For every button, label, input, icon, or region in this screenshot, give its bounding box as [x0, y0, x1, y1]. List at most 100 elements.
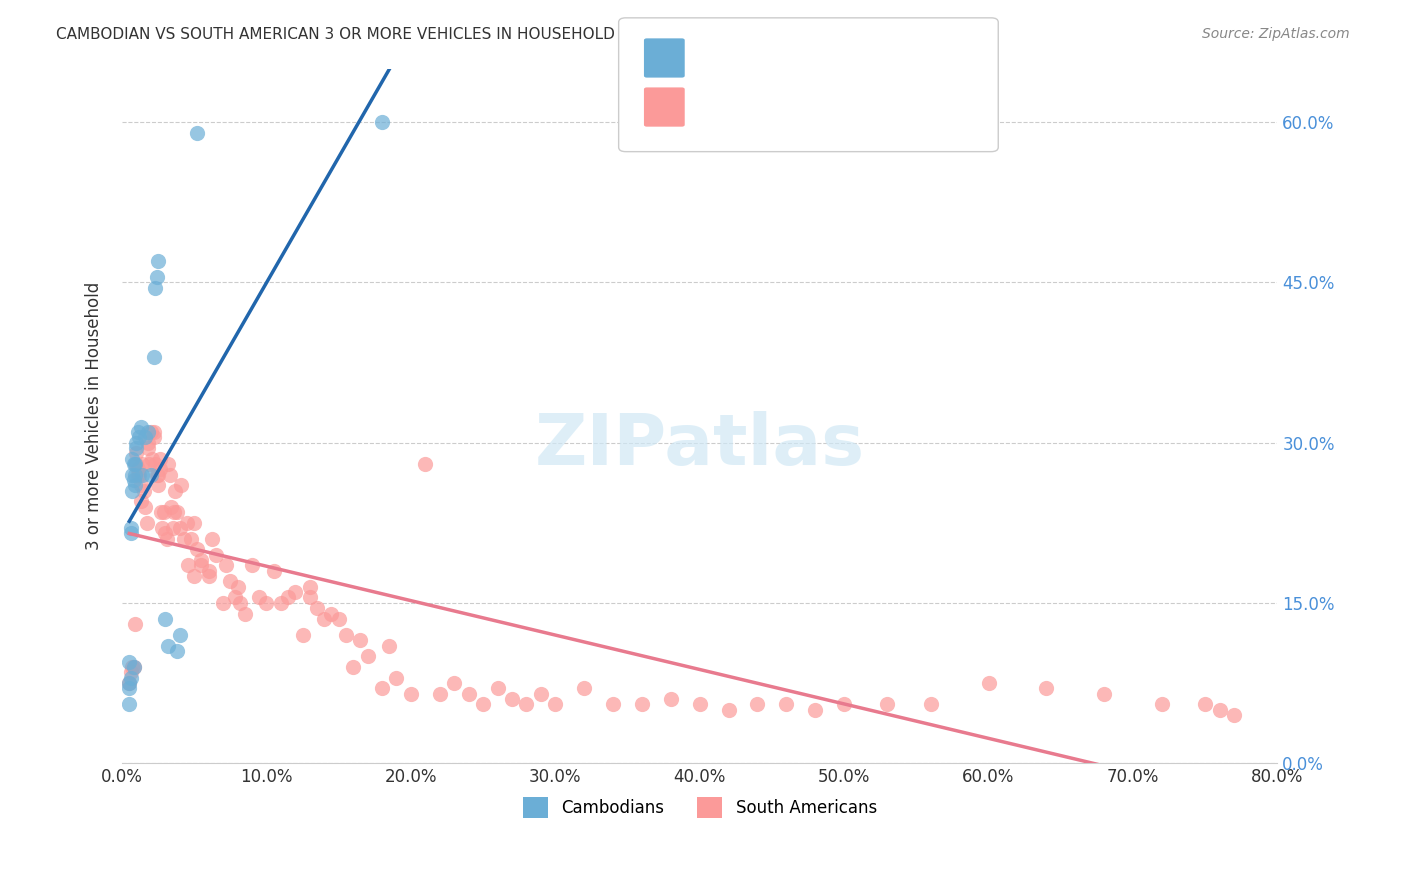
- Text: CAMBODIAN VS SOUTH AMERICAN 3 OR MORE VEHICLES IN HOUSEHOLD CORRELATION CHART: CAMBODIAN VS SOUTH AMERICAN 3 OR MORE VE…: [56, 27, 785, 42]
- Point: [121, 467, 143, 482]
- Point: [120, 671, 142, 685]
- Point: [145, 467, 167, 482]
- Point: [134, 430, 156, 444]
- Point: [122, 660, 145, 674]
- Point: [155, 526, 177, 541]
- Point: [139, 467, 162, 482]
- Text: N =: N =: [792, 45, 831, 63]
- Point: [659, 692, 682, 706]
- Point: [1092, 687, 1115, 701]
- Point: [1150, 698, 1173, 712]
- Point: [371, 115, 394, 129]
- Point: [150, 505, 173, 519]
- Point: [129, 419, 152, 434]
- Point: [146, 253, 169, 268]
- Point: [747, 698, 769, 712]
- Point: [162, 521, 184, 535]
- Point: [486, 681, 509, 696]
- Point: [128, 430, 150, 444]
- Point: [170, 478, 193, 492]
- Text: 0.600: 0.600: [731, 45, 787, 63]
- Point: [429, 687, 451, 701]
- Point: [183, 516, 205, 530]
- Point: [142, 430, 165, 444]
- Point: [602, 698, 624, 712]
- Point: [342, 660, 364, 674]
- Point: [143, 280, 166, 294]
- Point: [177, 558, 200, 573]
- Point: [233, 607, 256, 621]
- Point: [212, 596, 235, 610]
- Point: [121, 451, 143, 466]
- Point: [247, 591, 270, 605]
- Point: [121, 660, 143, 674]
- Point: [143, 457, 166, 471]
- Point: [457, 687, 479, 701]
- Point: [159, 467, 181, 482]
- Point: [328, 612, 350, 626]
- Point: [298, 591, 321, 605]
- Point: [146, 467, 169, 482]
- Point: [142, 350, 165, 364]
- Point: [183, 569, 205, 583]
- Y-axis label: 3 or more Vehicles in Household: 3 or more Vehicles in Household: [86, 282, 103, 550]
- Point: [141, 451, 163, 466]
- Point: [378, 639, 401, 653]
- Point: [572, 681, 595, 696]
- Point: [157, 639, 180, 653]
- Point: [415, 457, 437, 471]
- Point: [173, 532, 195, 546]
- Point: [399, 687, 422, 701]
- Point: [804, 703, 827, 717]
- Point: [205, 548, 228, 562]
- Point: [200, 532, 222, 546]
- Point: [134, 500, 156, 514]
- Text: ZIPatlas: ZIPatlas: [534, 411, 865, 481]
- Point: [125, 457, 148, 471]
- Point: [298, 580, 321, 594]
- Point: [136, 435, 159, 450]
- Text: Source: ZipAtlas.com: Source: ZipAtlas.com: [1202, 27, 1350, 41]
- Point: [142, 425, 165, 439]
- Point: [1194, 698, 1216, 712]
- Point: [120, 521, 142, 535]
- Point: [149, 451, 172, 466]
- Point: [136, 425, 159, 439]
- Point: [472, 698, 495, 712]
- Point: [876, 698, 898, 712]
- Point: [775, 698, 797, 712]
- Point: [314, 612, 336, 626]
- Point: [160, 500, 183, 514]
- Point: [125, 435, 148, 450]
- Point: [135, 516, 157, 530]
- Point: [165, 483, 187, 498]
- Point: [284, 585, 307, 599]
- Point: [132, 483, 155, 498]
- Point: [120, 526, 142, 541]
- Point: [118, 681, 141, 696]
- Point: [124, 457, 146, 471]
- Point: [124, 617, 146, 632]
- Text: 35: 35: [830, 45, 855, 63]
- Point: [138, 457, 160, 471]
- Point: [118, 655, 141, 669]
- Point: [832, 698, 855, 712]
- Point: [166, 644, 188, 658]
- Point: [169, 521, 191, 535]
- Point: [349, 633, 371, 648]
- Point: [920, 698, 942, 712]
- Legend: Cambodians, South Americans: Cambodians, South Americans: [516, 790, 883, 824]
- Point: [125, 446, 148, 460]
- Point: [224, 591, 246, 605]
- Point: [186, 542, 208, 557]
- Point: [176, 516, 198, 530]
- Point: [124, 467, 146, 482]
- Point: [127, 425, 149, 439]
- Point: [163, 505, 186, 519]
- Point: [305, 601, 328, 615]
- Point: [118, 676, 141, 690]
- Point: [145, 269, 167, 284]
- Point: [155, 612, 177, 626]
- Text: R =: R =: [693, 45, 733, 63]
- Point: [118, 698, 141, 712]
